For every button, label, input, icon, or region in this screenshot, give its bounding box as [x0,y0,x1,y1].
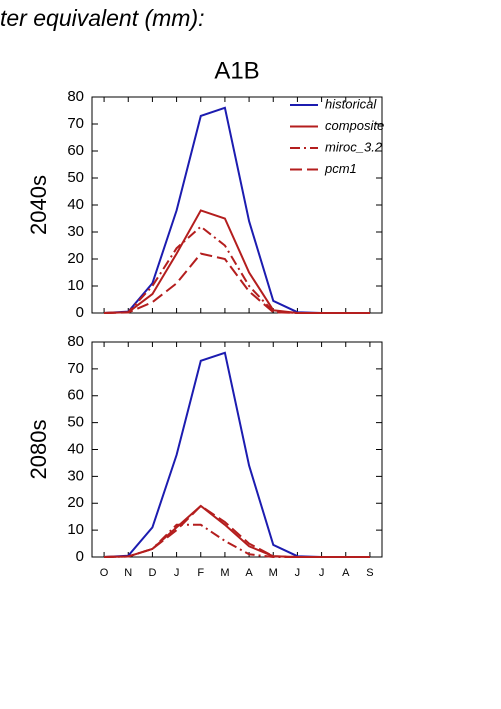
line-series [104,209,370,314]
plot-frame [91,341,383,558]
y-tick-label: 20 [67,494,84,511]
y-tick-label: 60 [67,387,84,404]
chart-title: A1B [214,57,259,84]
y-tick-label: 80 [67,333,84,350]
header: ter equivalent (mm): [0,5,205,31]
y-tick-label: 70 [67,115,84,132]
x-tick-label: S [366,567,373,579]
y-tick-label: 30 [67,467,84,484]
legend-label: miroc_3.2 [325,139,383,154]
x-tick-label: A [245,567,253,579]
y-tick-label: 70 [67,360,84,377]
y-tick-label: 10 [67,521,84,538]
y-axis-label: 2040s [26,175,51,235]
y-tick-label: 10 [67,277,84,294]
x-tick-label: J [319,567,325,579]
y-tick-label: 80 [67,88,84,105]
x-tick-label: M [220,567,229,579]
legend-label: pcm1 [324,161,357,176]
y-tick-label: 60 [67,142,84,159]
x-tick-label: O [100,567,109,579]
x-tick-label: N [124,567,132,579]
y-tick-label: 40 [67,440,84,457]
line-series [104,225,370,314]
line-series [104,504,370,558]
y-tick-label: 20 [67,250,84,267]
x-tick-label: A [342,567,350,579]
y-tick-label: 0 [76,304,84,321]
legend-label: historical [325,96,377,111]
y-tick-label: 50 [67,414,84,431]
line-series [104,252,370,314]
y-tick-label: 50 [67,169,84,186]
y-tick-label: 40 [67,196,84,213]
x-tick-label: M [269,567,278,579]
x-tick-label: F [197,567,204,579]
x-tick-label: J [295,567,301,579]
y-axis-label: 2080s [26,420,51,480]
x-tick-label: J [174,567,180,579]
line-series [104,504,370,558]
y-tick-label: 0 [76,548,84,565]
x-tick-label: D [148,567,156,579]
legend-label: composite [325,118,384,133]
y-tick-label: 30 [67,223,84,240]
line-series [104,351,370,558]
